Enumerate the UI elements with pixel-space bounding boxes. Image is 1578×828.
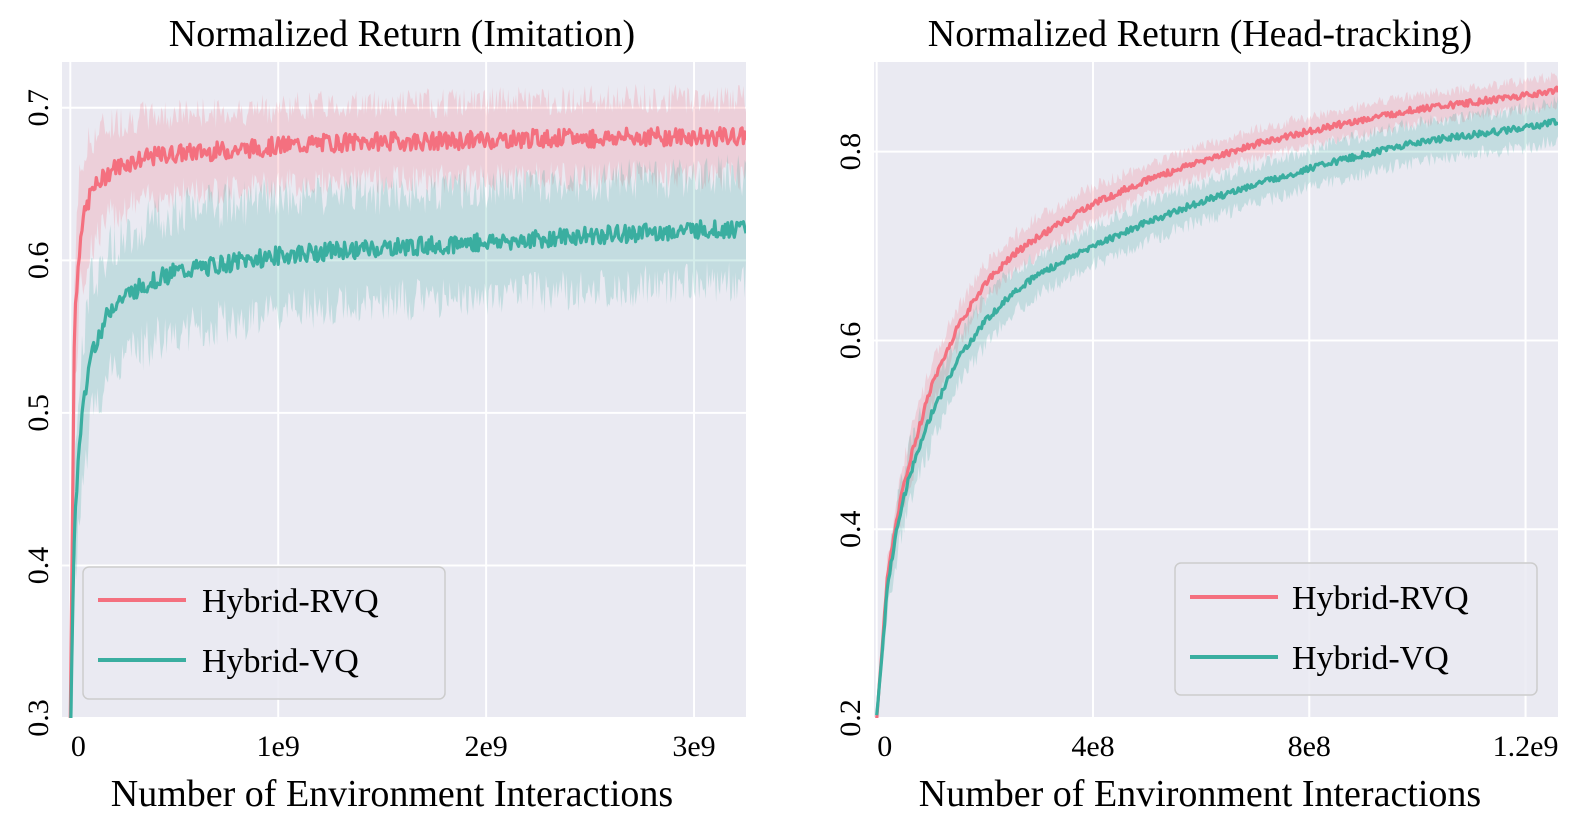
x-axis-label-head-tracking: Number of Environment Interactions [919,773,1481,815]
y-tick-label: 0.6 [834,322,867,360]
legend-label-hybrid-rvq: Hybrid-RVQ [202,583,379,620]
x-ticks-imitation: 0 1e9 2e9 3e9 [71,730,716,763]
series-line-hybrid-vq [69,219,746,718]
x-tick-label: 0 [71,730,86,763]
grid-imitation [62,62,746,719]
legend-label-hybrid-rvq: Hybrid-RVQ [1292,580,1469,617]
y-tick-label: 0.4 [22,547,55,585]
y-ticks-imitation: 0.3 0.4 0.5 0.6 0.7 [22,89,55,737]
y-tick-label: 0.7 [22,89,55,127]
y-tick-label: 0.4 [834,510,867,548]
legend-label-hybrid-vq: Hybrid-VQ [202,643,359,680]
x-tick-label: 3e9 [672,730,715,763]
y-tick-label: 0.5 [22,394,55,432]
x-ticks-head-tracking: 0 4e8 8e8 1.2e9 [877,730,1558,763]
band-hybrid-rvq [70,83,746,718]
grid-head-tracking [874,62,1558,719]
x-tick-label: 1e9 [257,730,300,763]
y-ticks-head-tracking: 0.2 0.4 0.6 0.8 [834,133,867,737]
x-axis-label-imitation: Number of Environment Interactions [111,773,673,815]
chart-title-imitation: Normalized Return (Imitation) [169,13,635,55]
series-line-hybrid-rvq [68,126,746,718]
legend-head-tracking: Hybrid-RVQ Hybrid-VQ [1174,562,1538,696]
series-line-hybrid-vq [875,117,1558,716]
legend-imitation: Hybrid-RVQ Hybrid-VQ [82,566,446,700]
legend-label-hybrid-vq: Hybrid-VQ [1292,640,1449,677]
x-tick-label: 2e9 [464,730,507,763]
y-tick-label: 0.2 [834,699,867,737]
x-tick-label: 4e8 [1071,730,1114,763]
x-tick-label: 1.2e9 [1493,730,1559,763]
lines-head-tracking [875,85,1558,718]
x-tick-label: 8e8 [1288,730,1331,763]
band-hybrid-vq [876,95,1558,718]
y-tick-label: 0.8 [834,133,867,171]
x-tick-label: 0 [877,730,892,763]
chart-imitation: 0 1e9 2e9 3e9 0.3 0.4 0.5 0.6 0.7 Normalized Re… [22,13,746,815]
chart-title-head-tracking: Normalized Return (Head-tracking) [928,13,1472,55]
chart-head-tracking: 0 4e8 8e8 1.2e9 0.2 0.4 0.6 0.8 Normalized Ret… [834,13,1558,815]
y-tick-label: 0.6 [22,242,55,280]
bands-imitation [70,83,746,718]
band-hybrid-vq [70,154,746,718]
y-tick-label: 0.3 [22,699,55,737]
lines-imitation [68,126,746,718]
series-line-hybrid-rvq [875,85,1558,718]
